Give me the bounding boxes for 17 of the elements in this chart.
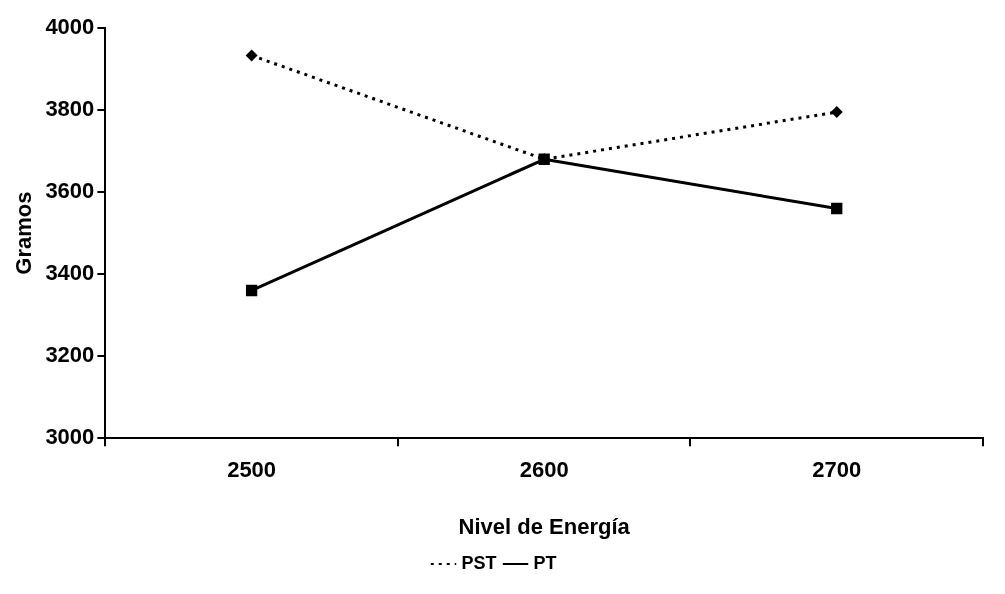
- y-tick-label: 3600: [45, 178, 95, 204]
- y-tick-label: 3000: [45, 424, 95, 450]
- point: [831, 202, 843, 215]
- point: [245, 49, 258, 62]
- x-tick-label: 2500: [227, 457, 277, 483]
- x-axis-title: Nivel de Energía: [458, 513, 631, 539]
- y-tick-label: 4000: [45, 14, 95, 40]
- y-tick-label: 3200: [45, 342, 95, 368]
- legend-label: PST: [461, 552, 497, 573]
- legend-label: PT: [533, 552, 557, 573]
- y-axis-title: Gramos: [11, 191, 37, 275]
- y-tick-label: 3400: [45, 260, 95, 286]
- x-tick-label: 2600: [519, 457, 569, 483]
- y-tick-label: 3800: [45, 96, 95, 122]
- x-tick-label: 2700: [812, 457, 862, 483]
- point: [830, 106, 843, 119]
- point: [245, 284, 258, 297]
